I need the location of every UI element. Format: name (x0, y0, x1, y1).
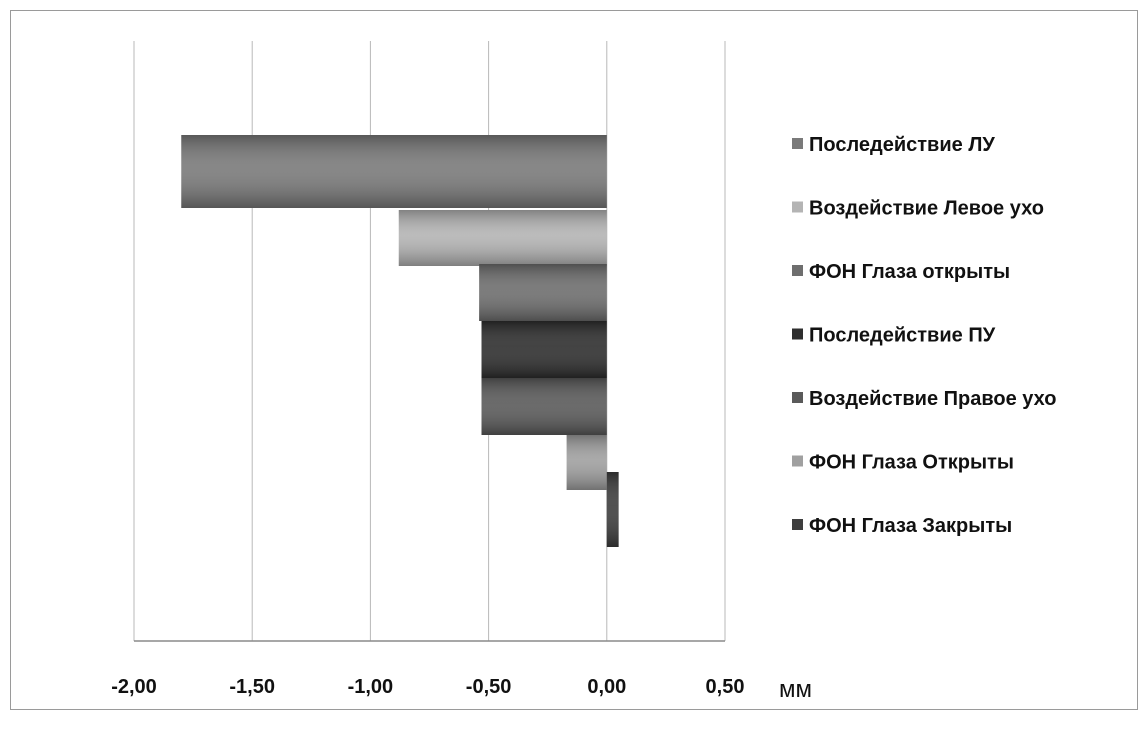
legend-swatch (792, 265, 803, 276)
legend-swatch (792, 138, 803, 149)
legend-label: Воздействие Правое ухо (809, 388, 1057, 410)
x-tick-label: -0,50 (466, 676, 512, 698)
legend-label: ФОН Глаза Открыты (809, 452, 1014, 474)
bar-shading (479, 264, 607, 321)
bar-shading (398, 210, 607, 266)
bar-shading (481, 321, 607, 378)
x-tick-label: -1,00 (348, 676, 394, 698)
legend-label: ФОН Глаза открыты (809, 261, 1010, 283)
x-tick-label: -1,50 (229, 676, 275, 698)
bars (181, 135, 619, 547)
bar-shading (181, 135, 607, 208)
legend-swatch (792, 519, 803, 530)
bar-shading (606, 472, 619, 547)
legend-swatch (792, 455, 803, 467)
x-tick-label: 0,00 (587, 676, 626, 698)
legend-swatch (792, 392, 803, 403)
legend-swatch (792, 201, 803, 213)
legend-label: Воздействие Левое ухо (809, 198, 1044, 220)
bar-shading (481, 378, 607, 435)
legend-label: ФОН Глаза Закрыты (809, 515, 1012, 537)
chart-frame: -2,00 -1,50 -1,00 -0,50 0,00 0,50 мм Последейс… (10, 10, 1138, 710)
legend-swatch (792, 328, 803, 340)
x-axis-unit-label: мм (779, 676, 812, 703)
x-axis: -2,00 -1,50 -1,00 -0,50 0,00 0,50 мм (111, 640, 812, 703)
bar-chart: -2,00 -1,50 -1,00 -0,50 0,00 0,50 мм Последейс… (111, 41, 1057, 703)
legend-label: Последействие ПУ (809, 325, 996, 347)
gridlines (133, 41, 726, 641)
bar-shading (566, 435, 607, 490)
x-tick-label: 0,50 (706, 676, 745, 698)
legend-label: Последействие ЛУ (809, 134, 995, 156)
legend: Последействие ЛУ Воздействие Левое ухо ФОН… (792, 134, 1057, 537)
x-tick-label: -2,00 (111, 676, 157, 698)
